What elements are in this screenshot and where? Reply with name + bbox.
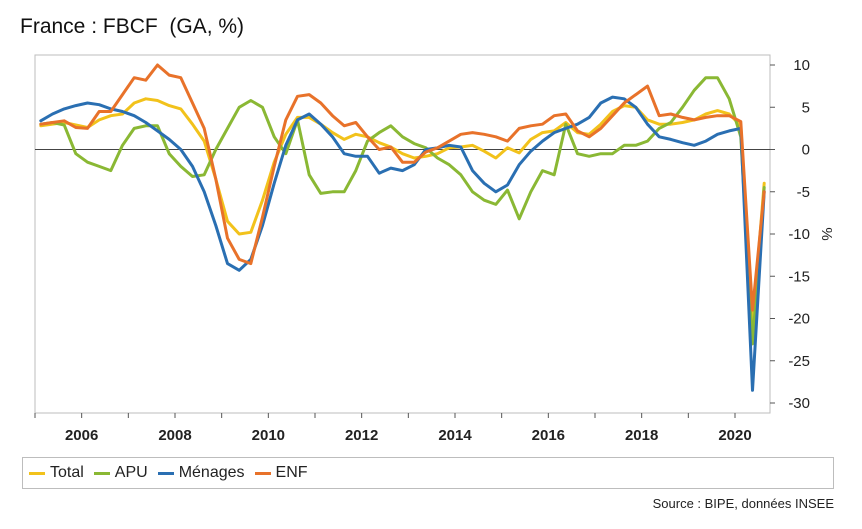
x-tick-label: 2012 <box>345 427 378 444</box>
legend-item: ENF <box>254 464 308 482</box>
x-tick-label: 2016 <box>532 427 565 444</box>
legend-swatch <box>254 471 271 475</box>
y-tick-label: -25 <box>788 353 810 370</box>
x-tick-label: 2018 <box>625 427 658 444</box>
legend-swatch <box>29 471 45 475</box>
y-axis: 10 5 0 -5 -10 -15 -20 -25 -30 <box>770 57 810 412</box>
series-line-apu <box>39 76 766 346</box>
x-tick-label: 2006 <box>65 427 98 444</box>
plot-area <box>34 54 771 414</box>
y-tick-label: -5 <box>797 184 810 201</box>
legend-label: Ménages <box>178 464 245 481</box>
y-tick-label: -10 <box>788 226 810 243</box>
x-tick-label: 2020 <box>718 427 751 444</box>
y-tick-label: -20 <box>788 311 810 328</box>
series-line-enf <box>39 63 766 312</box>
x-tick-label: 2008 <box>158 427 191 444</box>
series-line-m-nages <box>39 95 766 392</box>
series-group <box>39 63 766 392</box>
legend-item: Total <box>29 464 84 482</box>
y-tick-label: -15 <box>788 268 810 285</box>
legend-item: APU <box>93 464 148 482</box>
legend-label: Total <box>50 464 84 481</box>
legend-item: Ménages <box>157 464 245 482</box>
source-note: Source : BIPE, données INSEE <box>652 496 834 511</box>
x-tick-label: 2014 <box>438 427 472 444</box>
legend-swatch <box>93 471 110 475</box>
y-axis-title: % <box>818 227 835 240</box>
legend: Total APU Ménages ENF <box>22 457 834 489</box>
y-tick-label: 10 <box>793 57 810 74</box>
series-line-total <box>39 97 766 329</box>
legend-label: APU <box>114 464 148 481</box>
x-tick-label: 2010 <box>252 427 285 444</box>
legend-swatch <box>157 471 174 475</box>
x-axis: 2006 2008 2010 2012 2014 2016 2018 2020 <box>34 413 752 444</box>
y-tick-label: 0 <box>802 142 810 159</box>
y-tick-label: 5 <box>802 99 810 116</box>
y-tick-label: -30 <box>788 395 810 412</box>
legend-label: ENF <box>275 464 308 481</box>
chart-title: France : FBCF (GA, %) <box>20 15 245 38</box>
